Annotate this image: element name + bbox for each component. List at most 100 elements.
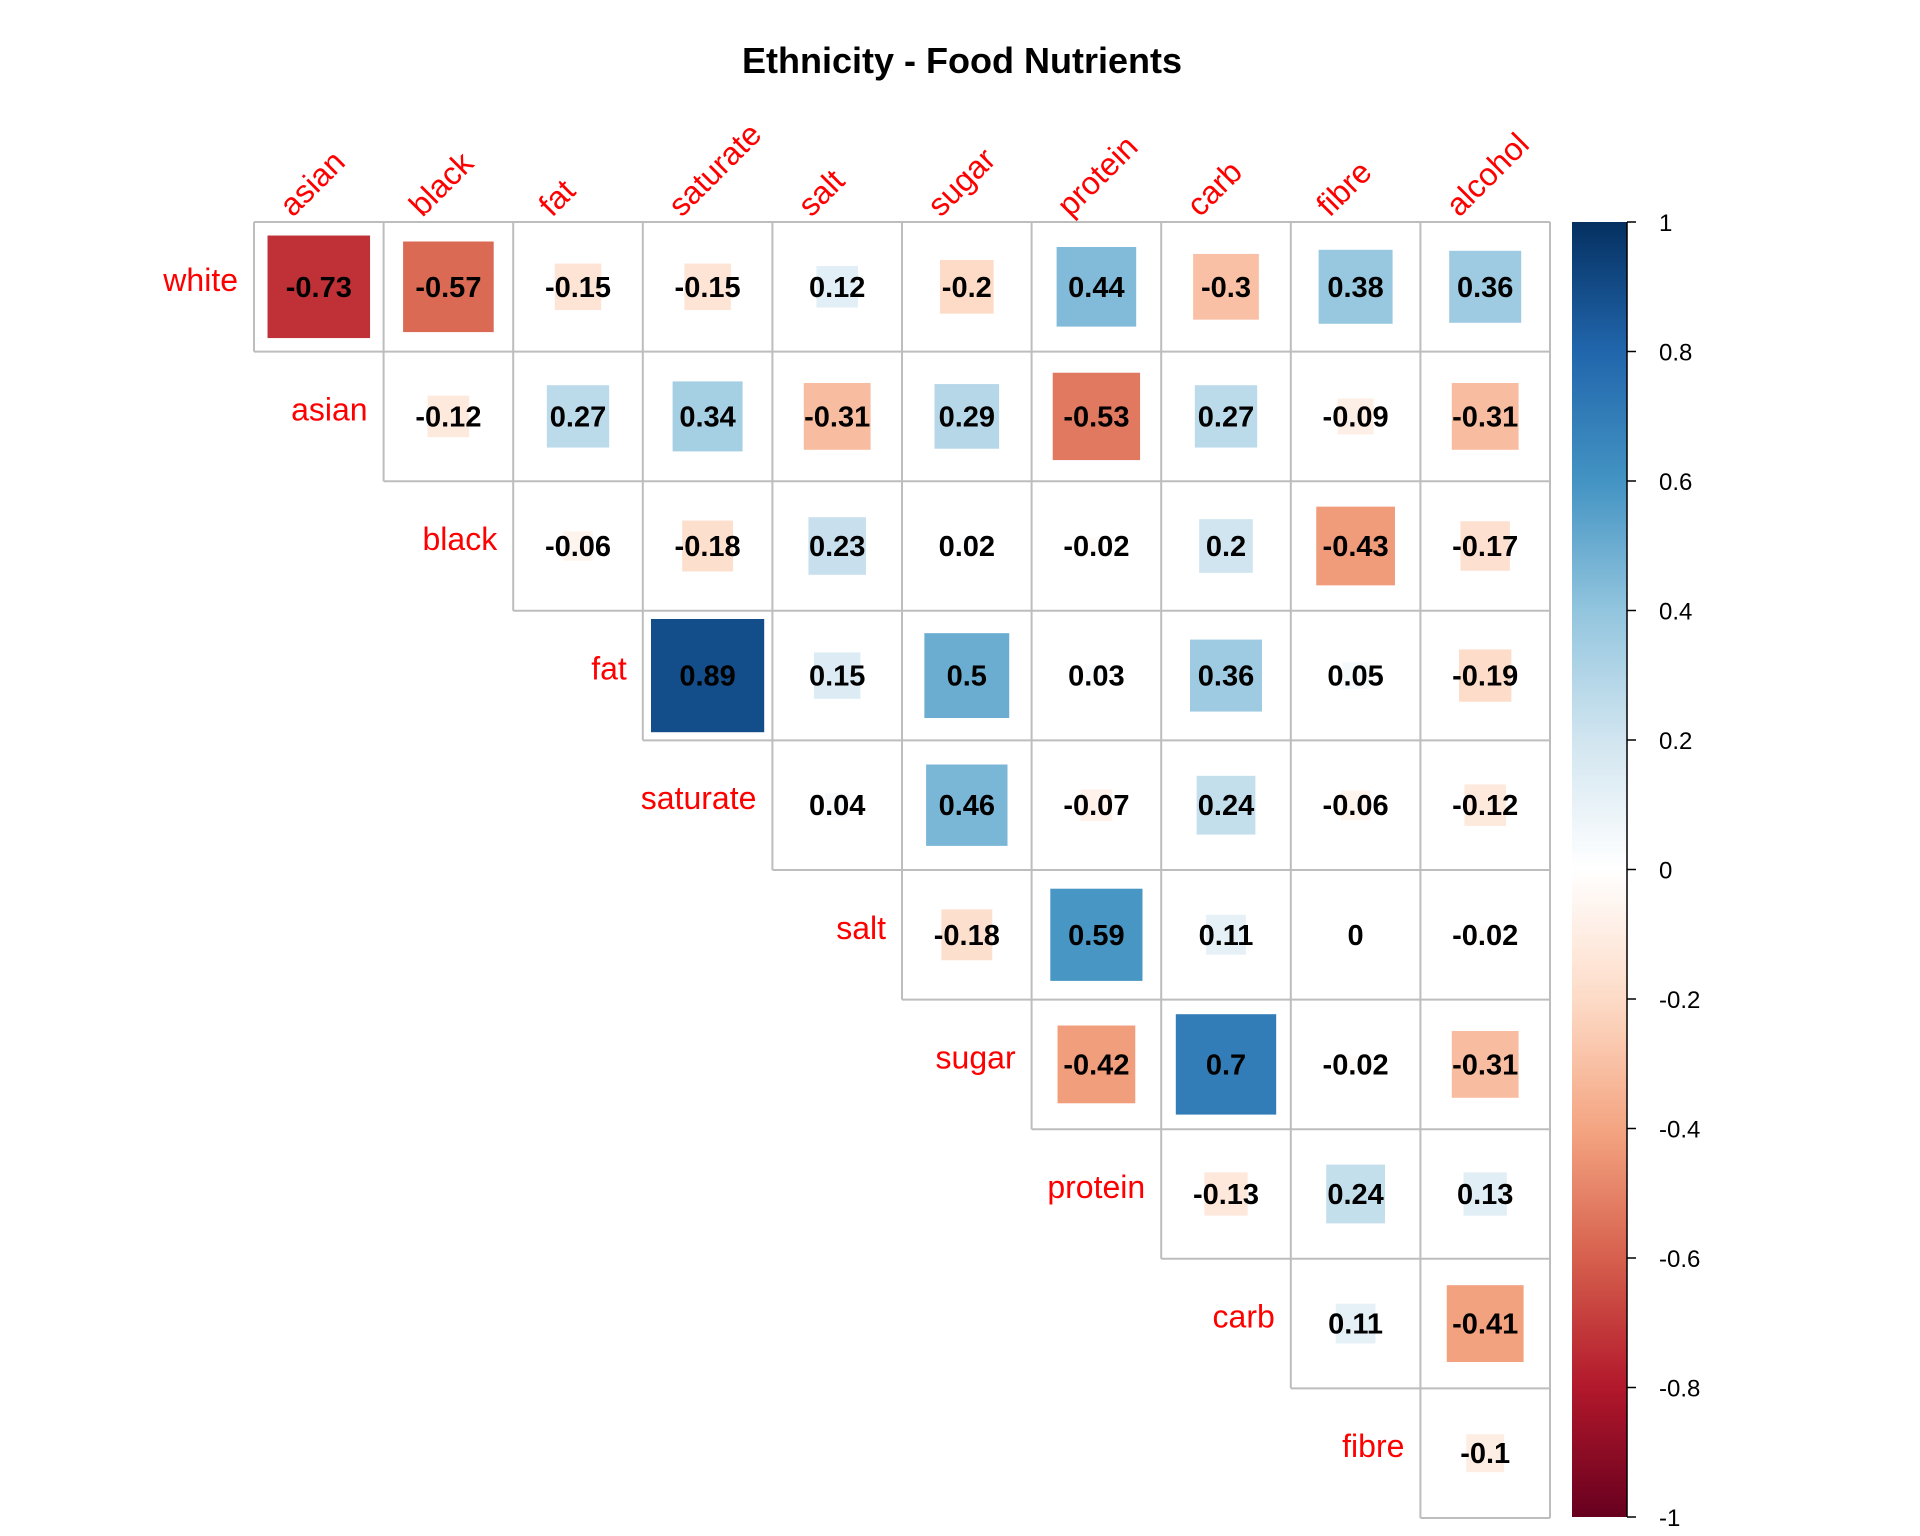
cell-square	[934, 384, 1000, 449]
row-label: carb	[1213, 1299, 1275, 1335]
cell-value: -0.1	[1460, 1438, 1510, 1470]
cell-value: 0.27	[1198, 401, 1254, 433]
cell-value: -0.09	[1323, 401, 1389, 433]
row-label: fibre	[1342, 1428, 1404, 1464]
cell-value: -0.2	[942, 272, 992, 304]
cell-value: 0	[1348, 920, 1364, 952]
cell-value: -0.31	[804, 401, 870, 433]
column-label: sugar	[920, 141, 1002, 223]
cell-value: 0.5	[947, 661, 987, 693]
cell-square	[1316, 506, 1395, 586]
column-label: asian	[272, 143, 352, 223]
cell-value: 0.11	[1199, 920, 1254, 952]
column-label: protein	[1050, 128, 1145, 223]
colorbar-tick-label: -1	[1659, 1505, 1680, 1532]
grid-layer	[253, 221, 1551, 1519]
colorbar-tick-label: 0.2	[1659, 728, 1692, 755]
colorbar-tick-label: 0.4	[1659, 599, 1692, 626]
cell-value: 0.05	[1327, 661, 1383, 693]
cell-square	[1460, 521, 1510, 571]
cell-value: 0.23	[809, 531, 865, 563]
cell-square	[1086, 665, 1107, 686]
cell-value: -0.73	[286, 272, 352, 304]
cell-square	[1337, 398, 1374, 435]
cell-square	[813, 652, 861, 699]
cell-value: -0.31	[1452, 401, 1518, 433]
cell-square	[1199, 519, 1253, 573]
cell-square	[1451, 1030, 1519, 1098]
column-label: fibre	[1309, 153, 1378, 222]
cell-square	[1463, 1172, 1507, 1216]
cell-square	[1206, 914, 1246, 955]
colorbar-tick-label: 1	[1659, 210, 1672, 237]
cell-value: 0.34	[679, 401, 735, 433]
cell-square	[1193, 253, 1259, 320]
column-label: carb	[1179, 153, 1248, 222]
cell-square	[1190, 639, 1262, 712]
cell-value: 0.24	[1327, 1179, 1383, 1211]
cell-value: 0.7	[1206, 1049, 1246, 1081]
cell-square	[1342, 662, 1370, 690]
colorbar-tick-label: 0	[1659, 858, 1672, 885]
colorbar-tick-label: -0.6	[1659, 1246, 1700, 1273]
cell-square	[1204, 1172, 1248, 1216]
colorbar-tick-label: 0.8	[1659, 340, 1692, 367]
cell-square	[1057, 1025, 1136, 1104]
cell-square	[650, 618, 765, 733]
cell-value: 0.12	[809, 272, 865, 304]
row-label: fat	[591, 651, 627, 687]
row-label: salt	[836, 910, 886, 946]
cell-value: -0.18	[934, 920, 1000, 952]
cell-square	[563, 531, 593, 561]
cell-square	[267, 235, 371, 339]
cell-square	[546, 385, 610, 448]
cell-square	[1451, 382, 1519, 450]
cell-square	[1466, 1434, 1505, 1473]
cell-square	[1194, 385, 1258, 448]
cell-value: -0.42	[1063, 1049, 1129, 1081]
cell-square	[1052, 372, 1141, 461]
cell-square	[1326, 1164, 1385, 1224]
cell-square	[427, 395, 470, 438]
cell-value: -0.13	[1193, 1179, 1259, 1211]
cell-value: -0.31	[1452, 1049, 1518, 1081]
colorbar-tick-label: 0.6	[1659, 469, 1692, 496]
cell-value: 0.44	[1068, 272, 1124, 304]
row-label: protein	[1047, 1169, 1145, 1205]
cell-value: 0.38	[1327, 272, 1383, 304]
cell-value: 0.03	[1068, 661, 1124, 693]
cell-square	[926, 764, 1008, 846]
cell-value: -0.17	[1452, 531, 1518, 563]
cell-value: 0.04	[809, 790, 865, 822]
cell-value: -0.41	[1452, 1309, 1518, 1341]
cell-square	[1318, 249, 1393, 324]
row-label: asian	[291, 391, 368, 427]
cell-value: -0.15	[545, 272, 611, 304]
row-label: black	[422, 521, 498, 557]
chart-title: Ethnicity - Food Nutrients	[742, 40, 1182, 81]
colorbar-tick-label: -0.2	[1659, 987, 1700, 1014]
cell-value: -0.12	[415, 401, 481, 433]
cell-value: -0.19	[1452, 661, 1518, 693]
cell-value: 0.46	[939, 790, 995, 822]
cell-value: -0.07	[1063, 790, 1129, 822]
cell-square	[1347, 1055, 1365, 1073]
cell-value: 0.36	[1198, 661, 1254, 693]
cell-value: 0.27	[550, 401, 606, 433]
cell-square	[816, 266, 858, 308]
cell-value: 0.02	[939, 531, 995, 563]
cell-value: 0.89	[679, 661, 735, 693]
cell-square	[1050, 888, 1143, 981]
cell-value: -0.02	[1063, 531, 1129, 563]
cell-value: -0.53	[1063, 401, 1129, 433]
cell-layer: -0.73 -0.57 -0.15 -0.15 0.12 -0.2 0.44 -0.3 0.38…	[267, 235, 1524, 1473]
colorbar: 1 0.8 0.6 0.4 0.2 0 -0.2 -0.4 -0.6 -0.8 -1	[1572, 210, 1700, 1532]
cell-square	[1449, 250, 1522, 323]
cell-square	[554, 263, 602, 311]
column-label: saturate	[661, 116, 768, 223]
cell-square	[803, 382, 871, 450]
cell-value: 0.15	[809, 661, 865, 693]
cell-value: 0.59	[1068, 920, 1124, 952]
cell-value: -0.12	[1452, 790, 1518, 822]
